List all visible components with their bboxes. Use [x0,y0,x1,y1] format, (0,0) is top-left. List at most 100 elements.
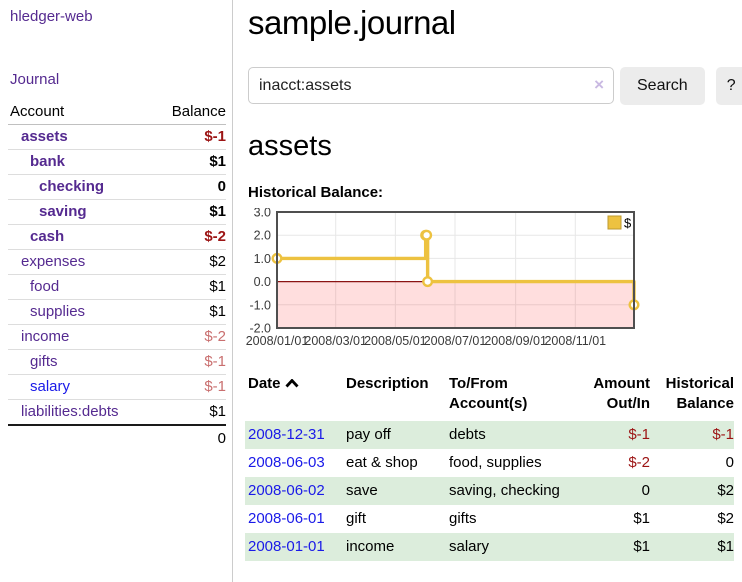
account-column-header: Account [10,103,65,120]
account-row: bank $1 [8,149,226,175]
accounts-table: Account Balance assets $-1 bank $1 checking 0… [8,100,226,452]
search-button[interactable]: Search [620,66,705,105]
brand-link[interactable]: hledger-web [10,8,93,25]
svg-text:2008/01/01: 2008/01/01 [246,334,309,348]
chart-title: Historical Balance: [248,183,384,201]
accounts-total-spacer [8,425,154,452]
transaction-description: save [346,481,378,499]
transaction-row[interactable]: 2008-06-01 gift gifts $1 $2 [245,505,734,533]
transaction-row[interactable]: 2008-01-01 income salary $1 $1 [245,532,734,561]
amount-column-header: Amount Out/In [593,374,650,412]
transaction-date-cell: 2008-06-02 [245,477,343,505]
transaction-date-link[interactable]: 2008-12-31 [248,425,325,443]
transaction-accounts: debts [449,425,486,443]
transaction-row[interactable]: 2008-12-31 pay off debts $-1 $-1 [245,420,734,449]
transaction-description: gift [346,509,367,527]
transaction-amount: 0 [641,481,650,499]
account-balance: $-1 [204,128,226,145]
transaction-amount: $1 [633,509,650,527]
transaction-accounts: food, supplies [449,453,542,471]
account-link[interactable]: supplies [30,303,86,320]
account-balance: $1 [209,403,226,420]
account-balance: $-1 [204,353,226,370]
svg-text:1.0: 1.0 [254,252,271,266]
account-balance: $-1 [204,378,226,395]
transaction-accounts: saving, checking [449,481,560,499]
sidebar-item-journal[interactable]: Journal [10,71,60,88]
account-link[interactable]: gifts [30,353,58,370]
account-row: saving $1 [8,199,226,225]
account-row: food $1 [8,274,226,300]
account-row: checking 0 [8,174,226,200]
transaction-balance: $2 [717,481,734,499]
transaction-balance: $2 [717,509,734,527]
svg-text:-1.0: -1.0 [249,298,271,312]
historical-balance-chart[interactable]: 3.0 2.0 1.0 0.0 -1.0 -2.0 2008/01/01 2008/03/01… [240,205,645,358]
account-link[interactable]: saving [39,203,87,220]
svg-text:2008/09/01: 2008/09/01 [484,334,547,348]
transaction-date-cell: 2008-12-31 [245,421,343,449]
svg-text:2008/07/01: 2008/07/01 [424,334,487,348]
help-button[interactable]: ? [715,66,742,105]
search-input[interactable] [248,67,614,105]
transaction-date-cell: 2008-06-03 [245,449,343,477]
search-form: × Search ? [248,66,742,105]
search-input-wrapper: × [248,67,614,105]
svg-text:2008/03/01: 2008/03/01 [304,334,367,348]
register-table: Date Description To/From Account(s) Amou… [245,370,734,561]
account-link[interactable]: expenses [21,253,86,270]
account-link[interactable]: liabilities:debts [21,403,119,420]
account-link[interactable]: salary [30,378,71,395]
account-link[interactable]: assets [21,128,68,145]
account-link[interactable]: food [30,278,60,295]
register-header-row: Date Description To/From Account(s) Amou… [245,370,734,421]
transaction-row[interactable]: 2008-06-03 eat & shop food, supplies $-2 0 [245,449,734,477]
svg-text:2008/11/01: 2008/11/01 [544,334,606,348]
transaction-date-link[interactable]: 2008-01-01 [248,537,325,555]
svg-text:3.0: 3.0 [254,208,271,220]
account-heading: assets [248,129,332,162]
account-balance: $-2 [204,328,226,345]
transaction-balance: 0 [725,453,734,471]
account-row: assets $-1 [8,125,226,150]
account-row: supplies $1 [8,299,226,325]
transaction-description: eat & shop [346,453,418,471]
transaction-date-link[interactable]: 2008-06-01 [248,509,325,527]
description-column-header: Description [346,374,429,392]
transaction-accounts: salary [449,537,490,555]
account-link[interactable]: cash [30,228,65,245]
transaction-date-link[interactable]: 2008-06-03 [248,453,325,471]
account-row: cash $-2 [8,224,226,250]
account-link[interactable]: income [21,328,70,345]
date-column-header[interactable]: Date [245,370,343,421]
svg-text:-2.0: -2.0 [249,321,271,335]
accounts-table-header-row: Account Balance [8,100,226,125]
svg-text:$: $ [624,215,632,230]
transaction-date-link[interactable]: 2008-06-02 [248,481,325,499]
transaction-description: pay off [346,425,391,443]
account-balance: 0 [217,178,226,195]
transaction-amount: $-2 [628,453,650,471]
transaction-date-cell: 2008-01-01 [245,533,343,561]
account-row: expenses $2 [8,249,226,275]
sidebar: hledger-web Journal Account Balance asse… [0,0,233,582]
transaction-row[interactable]: 2008-06-02 save saving, checking 0 $2 [245,476,734,505]
account-row: income $-2 [8,324,226,350]
account-balance: $2 [209,253,226,270]
balance-column-header: Historical Balance [665,374,734,412]
account-balance: $1 [209,203,226,220]
account-link[interactable]: checking [39,178,105,195]
account-link[interactable]: bank [30,153,66,170]
account-balance: $1 [209,153,226,170]
accounts-total-row: 0 [8,425,226,452]
transaction-balance: $-1 [712,425,734,443]
transaction-accounts: gifts [449,509,477,527]
transaction-date-cell: 2008-06-01 [245,505,343,533]
account-balance: $-2 [204,228,226,245]
page-title: sample.journal [248,4,456,41]
transaction-amount: $-1 [628,425,650,443]
clear-search-icon[interactable]: × [594,75,604,95]
accounts-total-value: 0 [217,430,226,447]
balance-column-header: Balance [171,103,226,120]
transaction-amount: $1 [633,537,650,555]
